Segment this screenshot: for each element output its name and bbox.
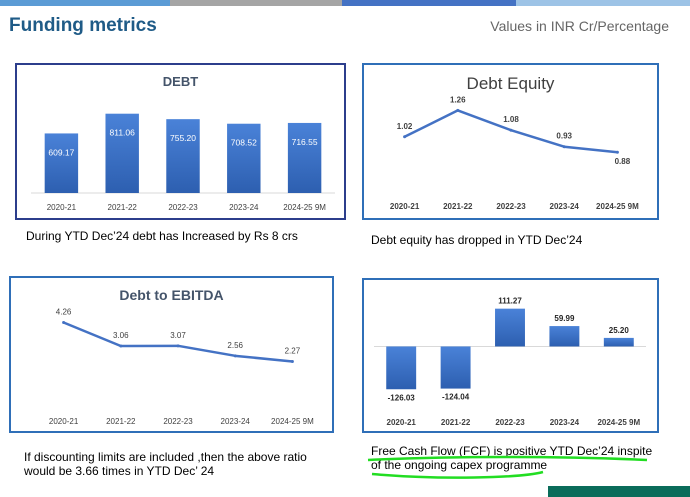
data-point: [62, 321, 66, 325]
bar: [287, 122, 322, 193]
series-line: [63, 321, 293, 363]
accent-segment-1: [0, 0, 170, 6]
x-tick-label: 2024-25 9M: [596, 202, 639, 211]
data-point: [403, 135, 407, 139]
footer-bar: [548, 486, 690, 497]
data-label: 1.02: [397, 122, 413, 131]
data-label: 716.55: [292, 137, 318, 147]
x-tick-label: 2022-23: [495, 418, 525, 427]
bar: [495, 308, 525, 347]
data-label: 111.27: [498, 297, 522, 306]
data-point: [615, 150, 619, 154]
x-tick-label: 2024-25 9M: [271, 417, 314, 426]
data-label: 1.08: [503, 115, 519, 124]
x-tick-label: 2022-23: [496, 202, 526, 211]
debt-chart-panel: DEBT 2020-21 2021-22 2022-23 2023-24 2024-25 …: [15, 63, 346, 220]
bar: [105, 113, 139, 193]
data-point: [562, 145, 566, 149]
data-label: 25.20: [609, 326, 630, 335]
debt-to-ebitda-chart-panel: Debt to EBITDA 2020-21 2021-22 2022-23 2023-…: [9, 276, 334, 433]
fcf-caption-line-1: Free Cash Flow (FCF) is positive YTD Dec…: [371, 444, 653, 458]
x-tick-label: 2020-21: [387, 418, 417, 427]
data-point: [233, 354, 237, 358]
data-point: [456, 108, 460, 112]
data-label: 609.17: [48, 147, 74, 157]
data-label: 3.07: [170, 331, 186, 340]
debt-caption: During YTD Dec’24 debt has Increased by …: [26, 229, 298, 243]
x-tick-label: 2023-24: [550, 202, 580, 211]
data-point: [176, 344, 180, 348]
data-point: [509, 128, 513, 132]
page-subtitle: Values in INR Cr/Percentage: [490, 18, 669, 34]
accent-segment-4: [516, 0, 690, 6]
x-tick-label: 2021-22: [443, 202, 473, 211]
top-accent-bar: [0, 0, 690, 6]
x-tick-label: 2021-22: [108, 203, 138, 212]
data-label: 755.20: [170, 133, 196, 143]
bar: [227, 123, 261, 193]
data-label: 3.06: [113, 331, 129, 340]
x-tick-label: 2022-23: [168, 203, 198, 212]
data-label: -124.04: [442, 393, 470, 402]
data-label: 2.27: [285, 347, 301, 356]
x-tick-label: 2020-21: [47, 203, 77, 212]
debt-equity-chart: Debt Equity 2020-21 2021-22 2022-23 2023-24 2…: [390, 74, 639, 211]
fcf-caption-line-2: of the ongoing capex programme: [371, 458, 548, 472]
data-point: [119, 344, 123, 348]
data-label: 4.26: [56, 308, 72, 317]
debt-to-ebitda-chart: Debt to EBITDA 2020-21 2021-22 2022-23 2023-…: [49, 287, 314, 426]
bar: [44, 133, 79, 193]
x-tick-label: 2021-22: [441, 418, 471, 427]
data-label: 708.52: [231, 138, 257, 148]
debt-equity-chart-panel: Debt Equity 2020-21 2021-22 2022-23 2023-24 2…: [362, 63, 659, 220]
data-label: 0.93: [556, 132, 572, 141]
x-tick-label: 2023-24: [221, 417, 251, 426]
data-label: 59.99: [554, 314, 575, 323]
x-tick-label: 2024-25 9M: [597, 418, 640, 427]
bar: [166, 119, 200, 193]
data-label: 1.26: [450, 95, 466, 104]
debt-ebitda-caption-line-1: If discounting limits are included ,then…: [24, 450, 307, 464]
x-tick-label: 2020-21: [49, 417, 79, 426]
bar: [386, 346, 417, 390]
data-label: -126.03: [388, 393, 416, 402]
fcf-chart-panel: 2020-21 2021-22 2022-23 2023-24 2024-25 9M -1…: [362, 278, 659, 433]
debt-equity-caption: Debt equity has dropped in YTD Dec’24: [371, 233, 583, 247]
x-tick-label: 2023-24: [229, 203, 259, 212]
x-tick-label: 2022-23: [163, 417, 193, 426]
x-tick-label: 2021-22: [106, 417, 136, 426]
x-tick-label: 2024-25 9M: [283, 203, 326, 212]
fcf-chart: 2020-21 2021-22 2022-23 2023-24 2024-25 9M -1…: [374, 297, 646, 427]
chart-title: DEBT: [163, 74, 198, 89]
debt-ebitda-caption-line-2: would be 3.66 times in YTD Dec’ 24: [24, 464, 215, 478]
bar: [603, 337, 634, 347]
x-tick-label: 2023-24: [550, 418, 580, 427]
accent-segment-3: [342, 0, 516, 6]
debt-chart: DEBT 2020-21 2021-22 2022-23 2023-24 2024-25 …: [31, 74, 335, 212]
chart-title: Debt Equity: [467, 74, 555, 93]
x-tick-label: 2020-21: [390, 202, 420, 211]
accent-segment-2: [170, 0, 342, 6]
data-point: [290, 360, 294, 364]
data-label: 0.88: [615, 157, 631, 166]
data-label: 811.06: [110, 128, 136, 138]
chart-title: Debt to EBITDA: [119, 287, 223, 303]
bar: [440, 346, 471, 389]
page-title: Funding metrics: [9, 15, 157, 36]
data-label: 2.56: [227, 341, 243, 350]
bar: [549, 326, 580, 347]
